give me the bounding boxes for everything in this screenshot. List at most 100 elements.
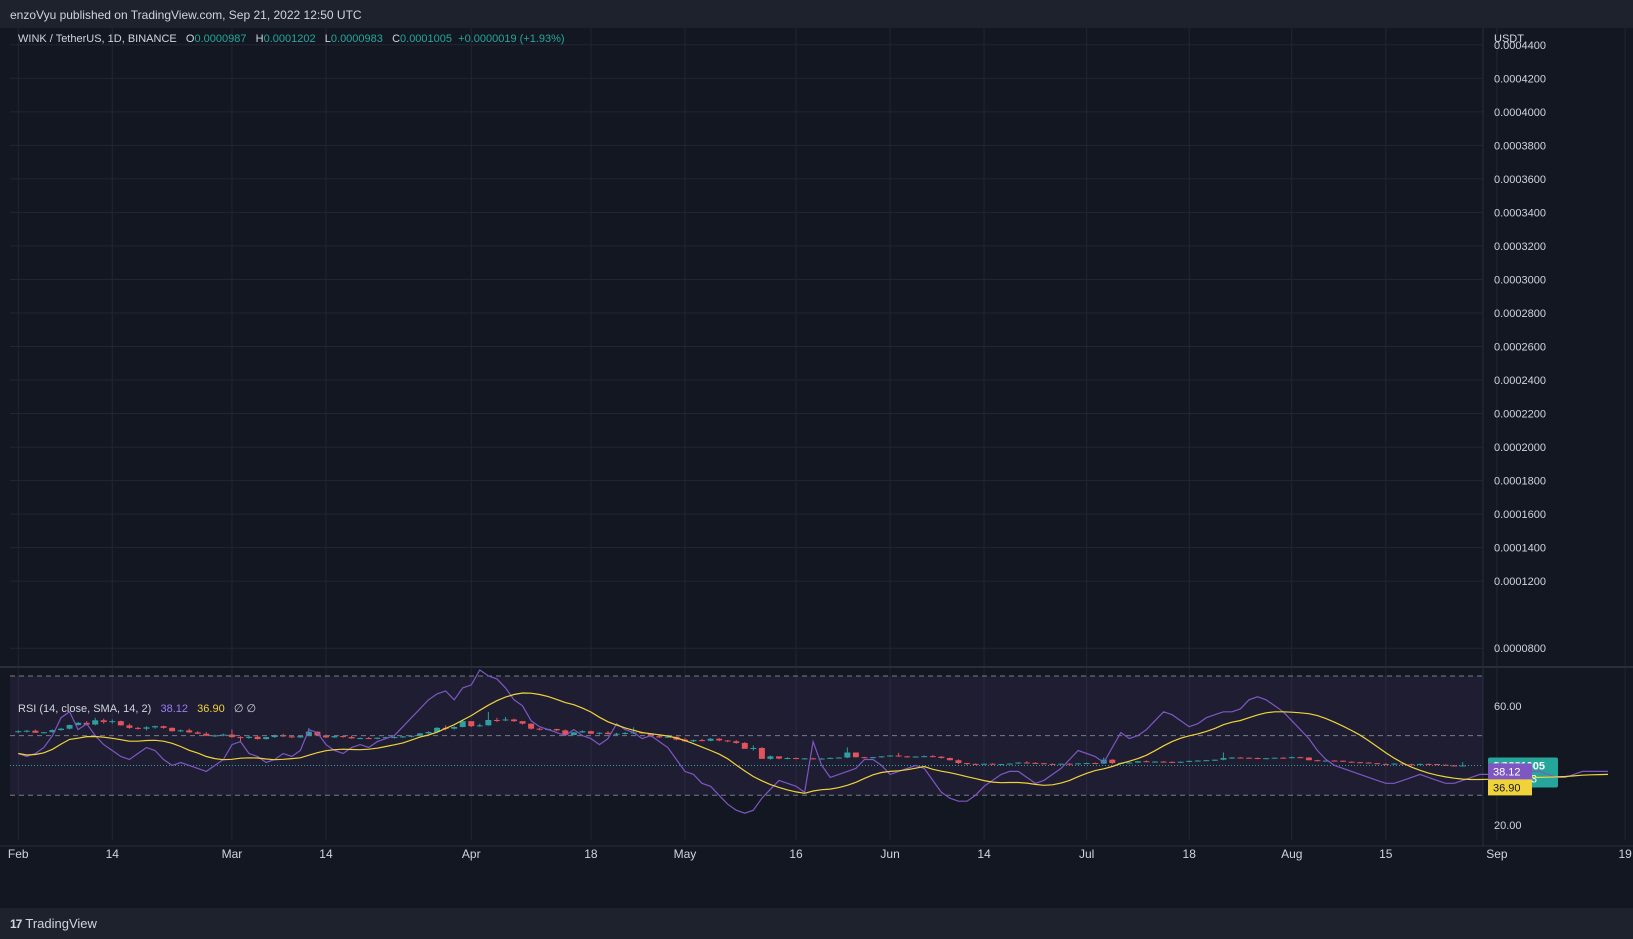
candle-down	[1331, 760, 1338, 762]
candle-up	[707, 738, 714, 741]
candle-up	[211, 735, 218, 737]
candle-up	[246, 736, 253, 738]
candle-down	[254, 736, 261, 740]
price-tick-label: 0.0003800	[1494, 140, 1546, 152]
candle-up	[981, 763, 988, 765]
chart-frame[interactable]: USDT 0.0004400 0.0004200 0.0004000 0.0003800…	[0, 28, 1633, 908]
candle-down	[340, 736, 347, 738]
time-tick-label: 14	[977, 847, 991, 861]
candle-down	[1314, 760, 1321, 762]
tradingview-logo[interactable]: 17 TradingView	[10, 916, 97, 931]
candle-up	[921, 756, 928, 758]
high-value: 0.0001202	[263, 33, 316, 45]
time-tick-label: Apr	[462, 847, 481, 861]
candle-up	[664, 736, 671, 738]
candle-down	[716, 738, 723, 741]
candle-up	[220, 734, 227, 736]
time-tick-label: May	[674, 847, 697, 861]
candle-up	[1391, 763, 1398, 765]
rsi-tick-label: 20.00	[1494, 820, 1522, 832]
candle-down	[1246, 757, 1253, 759]
rsi-legend: RSI (14, close, SMA, 14, 2) 38.12 36.90 …	[18, 702, 256, 715]
candle-down	[861, 757, 868, 759]
open-value: 0.0000987	[194, 33, 247, 45]
candle-up	[459, 721, 466, 728]
candle-up	[502, 719, 509, 721]
candle-down	[1382, 763, 1389, 765]
low-label: L	[324, 33, 331, 45]
candle-down	[793, 758, 800, 760]
close-label: C	[392, 33, 401, 45]
candle-up	[451, 727, 458, 729]
high-label: H	[255, 33, 264, 45]
candle-down	[972, 763, 979, 765]
candle-up	[408, 735, 415, 737]
footer-bar: 17 TradingView	[0, 908, 1633, 939]
grid-lines	[10, 28, 1626, 840]
candle-down	[1340, 760, 1347, 762]
tradingview-brand: TradingView	[25, 916, 97, 931]
candle-down	[237, 737, 244, 739]
candle-down	[194, 732, 201, 734]
candle-down	[1451, 765, 1458, 767]
candle-up	[1203, 760, 1210, 762]
price-tick-label: 0.0002400	[1494, 375, 1546, 387]
rsi-badge-label: 38.12	[1493, 766, 1521, 778]
candle-up	[835, 757, 842, 759]
candle-down	[1066, 763, 1073, 765]
candle-down	[1169, 761, 1176, 763]
candle-up	[23, 730, 30, 732]
candle-up	[425, 732, 432, 734]
candle-down	[895, 755, 902, 757]
time-tick-label: 19	[1618, 847, 1632, 861]
candle-down	[203, 733, 210, 736]
candle-down	[1280, 757, 1287, 759]
candle-up	[818, 758, 825, 760]
time-tick-label: Aug	[1281, 847, 1302, 861]
candle-down	[1297, 757, 1304, 759]
candle-up	[1271, 757, 1278, 759]
candle-down	[100, 720, 107, 722]
candle-down	[989, 763, 996, 765]
candle-up	[613, 733, 620, 735]
time-tick-label: Feb	[8, 847, 29, 861]
candle-up	[391, 737, 398, 739]
candle-up	[1186, 760, 1193, 762]
candle-up	[844, 752, 851, 758]
candle-down	[536, 728, 543, 730]
candle-up	[485, 719, 492, 726]
candle-down	[126, 725, 133, 728]
candle-up	[40, 732, 47, 734]
candle-down	[1305, 757, 1312, 761]
rsi-sma-value: 36.90	[197, 703, 225, 715]
candle-down	[938, 756, 945, 759]
rsi-value: 38.12	[160, 703, 188, 715]
rsi-sma-badge	[1488, 779, 1532, 796]
candle-down	[348, 737, 355, 739]
candle-down	[1092, 763, 1099, 765]
candle-up	[49, 730, 56, 733]
price-tick-label: 0.0001200	[1494, 576, 1546, 588]
candle-down	[553, 729, 560, 731]
candle-down	[955, 760, 962, 764]
candle-down	[656, 736, 663, 738]
candle-down	[904, 756, 911, 758]
candle-down	[322, 735, 329, 738]
candle-up	[1288, 757, 1295, 759]
rsi-sma-badge-label: 36.90	[1493, 782, 1521, 794]
price-tick-label: 0.0003400	[1494, 207, 1546, 219]
candle-down	[699, 740, 706, 742]
candle-down	[852, 752, 859, 758]
candle-down	[1254, 758, 1261, 760]
candle-up	[1134, 761, 1141, 763]
rsi-name[interactable]: RSI (14, close, SMA, 14, 2)	[18, 703, 152, 715]
rsi-badge	[1488, 763, 1532, 780]
price-tick-label: 0.0002600	[1494, 342, 1546, 354]
symbol-name[interactable]: WINK / TetherUS, 1D, BINANCE	[18, 33, 177, 45]
candle-up	[750, 747, 757, 749]
price-tick-label: 0.0003600	[1494, 174, 1546, 186]
candle-down	[1049, 763, 1056, 765]
